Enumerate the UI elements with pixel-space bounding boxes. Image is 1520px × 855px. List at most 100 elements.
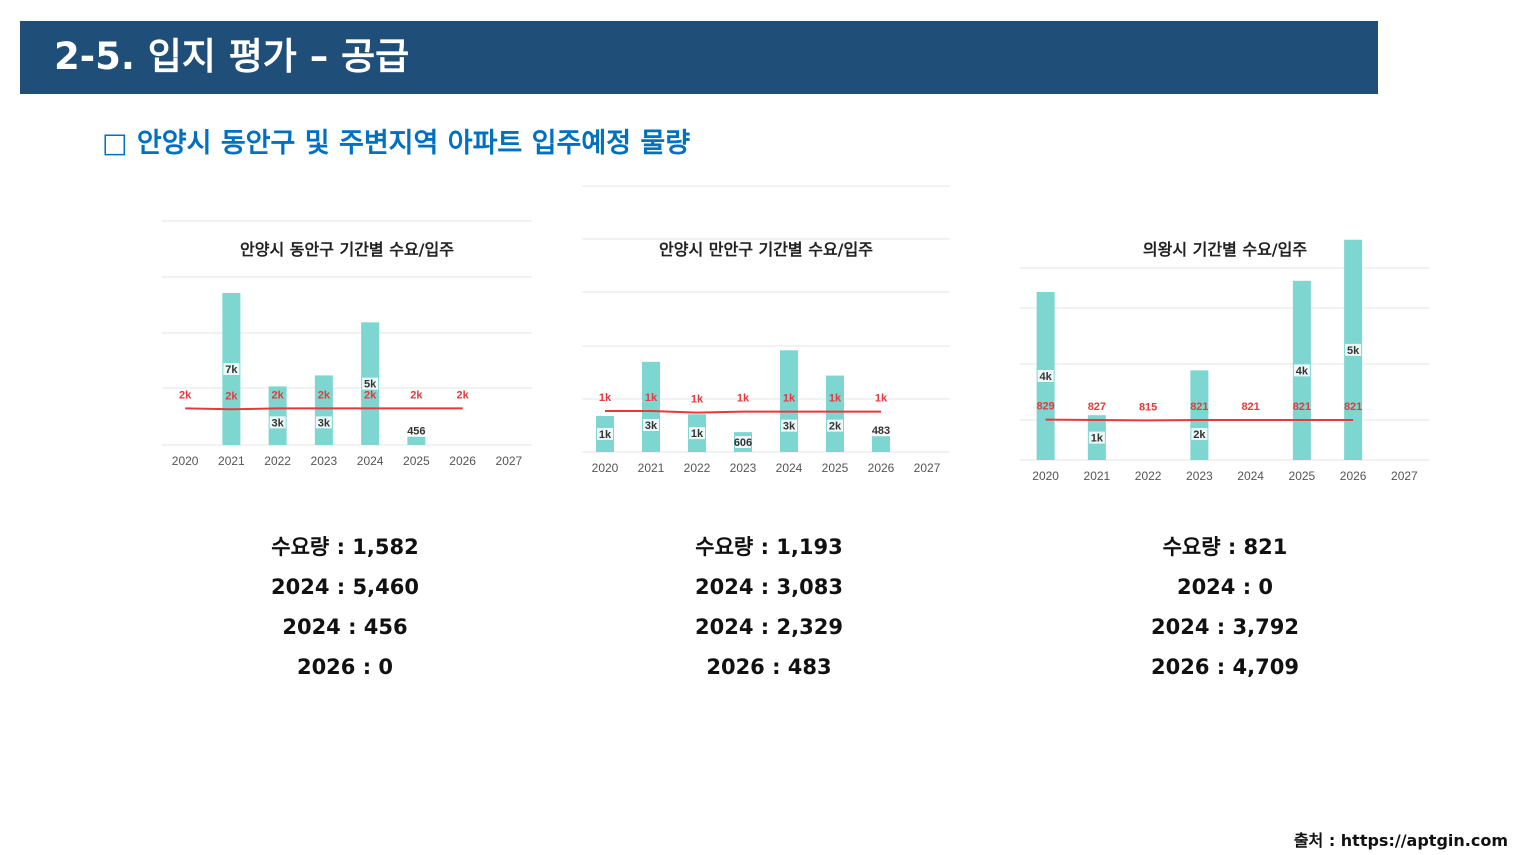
stat-line-4: 2026 : 483: [706, 655, 832, 679]
bar-label: 1k: [691, 428, 704, 440]
line-label: 815: [1139, 401, 1157, 413]
line-label: 2k: [318, 389, 331, 401]
stat-line-2: 2024 : 3,083: [695, 575, 843, 599]
stat-line-3: 2024 : 2,329: [695, 615, 843, 639]
line-label: 2k: [457, 389, 470, 401]
x-tick-label: 2026: [868, 461, 895, 475]
stat-line-2: 2024 : 0: [1176, 575, 1274, 599]
bar-label-bg: [643, 419, 659, 431]
x-tick-label: 2022: [264, 454, 291, 468]
stat-demand: 수요량 : 821: [1162, 535, 1288, 559]
x-tick-label: 2022: [1135, 469, 1162, 483]
header-bar: 2-5. 입지 평가 – 공급: [20, 21, 1378, 94]
line-label: 827: [1088, 401, 1106, 413]
x-tick-label: 2020: [592, 461, 619, 475]
x-tick-label: 2024: [776, 461, 803, 475]
bar-label: 3k: [272, 417, 285, 429]
x-tick-label: 2027: [914, 461, 941, 475]
bar: [314, 375, 333, 445]
bar-label-bg: [735, 436, 751, 449]
chart-dongan: 안양시 동안구 기간별 수요/입주 7k 3k 3k 5k 456 2k 2k 2k 2k 2k 2k…: [156, 215, 534, 475]
stats-dongan: 수요량 : 1,582 2024 : 5,460 2024 : 456 2026…: [195, 527, 495, 687]
stat-line-3: 2024 : 456: [282, 615, 408, 639]
x-tick-label: 2025: [403, 454, 430, 468]
x-tick-label: 2024: [357, 454, 384, 468]
bar-label-bg: [1293, 364, 1310, 377]
stat-demand: 수요량 : 1,582: [271, 535, 419, 559]
x-tick-label: 2021: [638, 461, 665, 475]
line-label: 1k: [599, 392, 612, 404]
chart-title: 안양시 동안구 기간별 수요/입주: [240, 240, 454, 259]
chart-title: 의왕시 기간별 수요/입주: [1143, 240, 1307, 259]
bar-label-bg: [315, 416, 332, 429]
bar-label-bg: [781, 419, 797, 432]
line-label: 2k: [272, 389, 285, 401]
bar-label-bg: [1345, 343, 1362, 356]
bar-label: 606: [734, 437, 752, 449]
bar-label: 7k: [225, 364, 238, 376]
x-tick-label: 2022: [684, 461, 711, 475]
line-label: 2k: [410, 389, 423, 401]
line-label: 1k: [645, 392, 658, 404]
line-label: 1k: [737, 393, 750, 405]
bar-label: 2k: [1193, 429, 1206, 441]
stat-line-3: 2024 : 3,792: [1151, 615, 1299, 639]
bar-label-bg: [1088, 431, 1105, 444]
bar-label: 1k: [1091, 433, 1104, 445]
x-tick-label: 2023: [311, 454, 338, 468]
demand-line: [185, 407, 463, 411]
stats-uiwang: 수요량 : 821 2024 : 0 2024 : 3,792 2026 : 4…: [1075, 527, 1375, 687]
section-title: □ 안양시 동안구 및 주변지역 아파트 입주예정 물량: [102, 128, 691, 159]
line-label: 1k: [691, 394, 704, 406]
bar-label: 5k: [1347, 345, 1360, 357]
bar: [826, 375, 844, 452]
bar-label: 5k: [364, 379, 377, 391]
line-label: 2k: [179, 389, 192, 401]
chart-dongan-svg: 안양시 동안구 기간별 수요/입주 7k 3k 3k 5k 456 2k 2k 2k 2k 2k 2k…: [162, 220, 532, 468]
line-label: 2k: [364, 389, 377, 401]
line-label: 821: [1241, 401, 1259, 413]
x-tick-label: 2025: [1289, 469, 1316, 483]
x-tick-label: 2027: [1391, 469, 1418, 483]
bar-label-bg: [269, 416, 286, 429]
x-tick-label: 2026: [1340, 469, 1367, 483]
stat-line-2: 2024 : 5,460: [271, 575, 419, 599]
stats-manan: 수요량 : 1,193 2024 : 3,083 2024 : 2,329 20…: [619, 527, 919, 687]
source-credit: 출처 : https://aptgin.com: [1293, 831, 1508, 850]
bar-label: 4k: [1040, 371, 1053, 383]
bar-label-bg: [408, 424, 425, 437]
x-tick-label: 2023: [1186, 469, 1213, 483]
bar-label: 483: [872, 425, 890, 437]
bar-label-bg: [689, 427, 705, 440]
line-label: 821: [1293, 401, 1311, 413]
bar-label: 2k: [829, 421, 842, 433]
bar: [268, 386, 287, 445]
bar-label-bg: [362, 377, 379, 390]
bar-label-bg: [597, 427, 613, 440]
line-label: 1k: [875, 393, 888, 405]
x-tick-label: 2021: [1084, 469, 1111, 483]
x-tick-label: 2020: [1032, 469, 1059, 483]
page-title: 2-5. 입지 평가 – 공급: [54, 35, 410, 78]
bar-label-bg: [223, 363, 240, 375]
demand-line: [605, 410, 881, 414]
stat-line-4: 2026 : 4,709: [1151, 655, 1299, 679]
line-label: 1k: [829, 393, 842, 405]
bar-label: 3k: [783, 421, 796, 433]
bar-label-bg: [873, 424, 889, 437]
line-label: 821: [1190, 401, 1208, 413]
chart-manan: 안양시 만안구 기간별 수요/입주 1k 3k 1k 606 3k 2k 483 1k 1k 1k 1…: [578, 182, 952, 482]
chart-title: 안양시 만안구 기간별 수요/입주: [659, 240, 873, 259]
bar: [1190, 370, 1209, 460]
bar: [872, 436, 890, 452]
bar-label: 3k: [318, 417, 331, 429]
line-label: 2k: [225, 390, 238, 402]
line-label: 1k: [783, 393, 796, 405]
x-tick-label: 2027: [496, 454, 523, 468]
demand-line: [1045, 418, 1354, 422]
bar-label: 456: [407, 426, 425, 438]
chart-uiwang: 의왕시 기간별 수요/입주 4k 1k 2k 4k 5k 829 827 815 821 821 82…: [1016, 230, 1432, 492]
bar-label-bg: [1191, 428, 1208, 441]
x-tick-label: 2020: [172, 454, 199, 468]
bar-label: 1k: [599, 429, 612, 441]
